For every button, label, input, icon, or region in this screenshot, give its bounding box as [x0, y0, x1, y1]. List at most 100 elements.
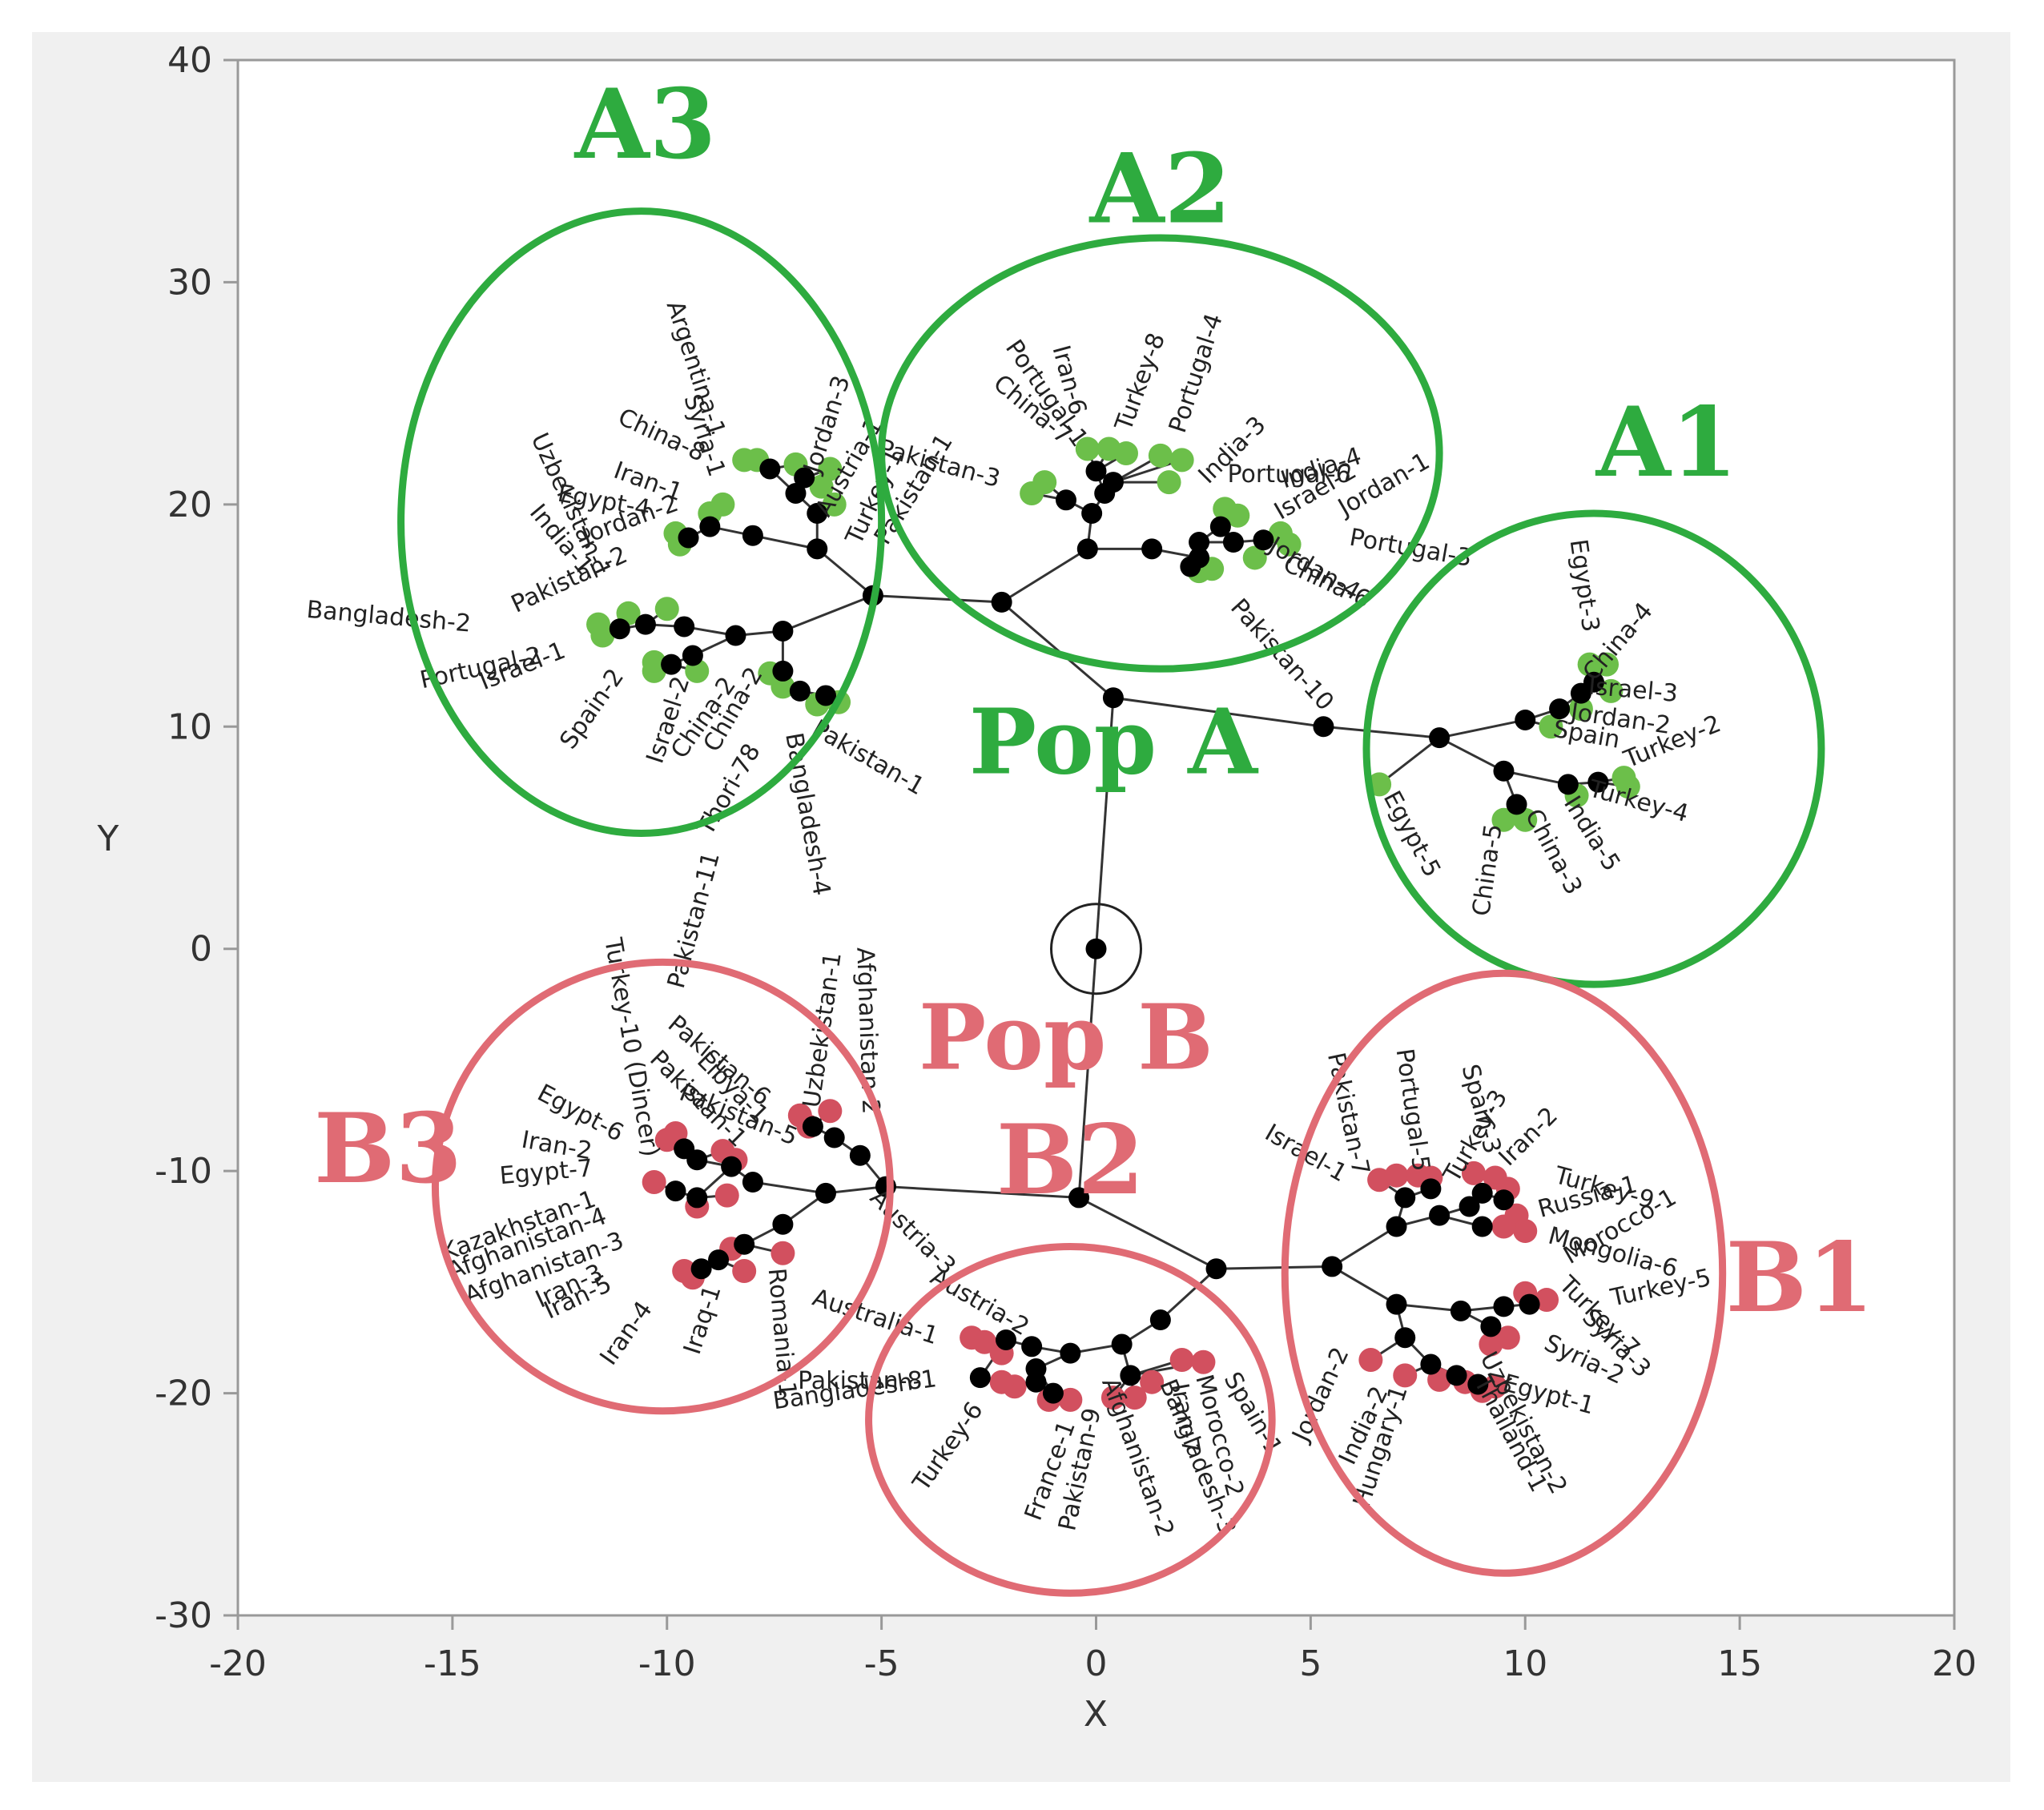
group-ellipse	[865, 1242, 1276, 1597]
tree-edge	[872, 594, 1002, 604]
internal-node	[1471, 1216, 1493, 1237]
leaf-point	[1479, 1332, 1503, 1357]
tree-edge	[1078, 1197, 1217, 1270]
internal-node	[674, 616, 695, 638]
tree-edge	[1438, 718, 1526, 739]
leaf-point	[1225, 503, 1250, 528]
internal-node	[815, 1182, 836, 1204]
internal-nodes	[609, 458, 1609, 1404]
internal-node	[1189, 532, 1210, 553]
leaf-point	[771, 1241, 795, 1265]
group-ellipse	[397, 207, 886, 837]
internal-node	[849, 1144, 871, 1166]
internal-node	[1587, 771, 1609, 793]
leaf-point	[1100, 1386, 1125, 1410]
internal-node	[1471, 1182, 1493, 1204]
leaf-point	[1242, 545, 1267, 570]
group-ellipse	[431, 958, 894, 1415]
internal-node	[1394, 1327, 1416, 1349]
internal-node	[991, 591, 1012, 613]
internal-node	[665, 1181, 686, 1202]
internal-node	[1253, 529, 1274, 551]
leaf-point	[1148, 443, 1173, 468]
leaf-point	[822, 492, 847, 517]
y-tick-label: -30	[155, 1595, 212, 1636]
leaf-label: Portugal-6	[1228, 461, 1351, 489]
internal-node	[1102, 472, 1124, 493]
root-marker	[1050, 903, 1142, 996]
x-tick-label: -20	[209, 1643, 267, 1684]
internal-node	[721, 1156, 742, 1177]
x-tick-label: -5	[864, 1643, 899, 1684]
internal-node	[690, 1258, 712, 1280]
x-tick-label: 15	[1717, 1643, 1762, 1684]
internal-node	[1021, 1336, 1043, 1358]
x-tick-label: -10	[638, 1643, 696, 1684]
internal-node	[1085, 461, 1107, 482]
tree-edge	[1077, 948, 1097, 1198]
internal-node	[1102, 687, 1124, 709]
leaf-point	[1032, 470, 1057, 495]
y-axis-title: Y	[97, 819, 119, 859]
group-label: A1	[1595, 386, 1738, 499]
leaf-point	[1491, 807, 1516, 832]
internal-node	[1394, 1187, 1416, 1209]
leaf-point	[1122, 1386, 1147, 1410]
leaf-edge	[1113, 458, 1183, 484]
leaf-point	[989, 1370, 1014, 1394]
x-tick-label: 10	[1503, 1643, 1547, 1684]
internal-node	[802, 1116, 823, 1137]
internal-node	[1519, 1293, 1540, 1315]
internal-node	[1068, 1187, 1090, 1209]
y-tick-label: 40	[167, 40, 212, 81]
internal-node	[1450, 1300, 1471, 1321]
internal-node	[1549, 698, 1571, 720]
leaf-point	[1114, 441, 1139, 466]
internal-node	[725, 625, 746, 646]
internal-node	[678, 527, 699, 549]
internal-node	[734, 1233, 755, 1255]
internal-node	[807, 538, 828, 560]
tree-edge	[1331, 1225, 1398, 1268]
tree-edge	[1095, 698, 1115, 949]
group-label: B2	[996, 1104, 1145, 1217]
group-label: B1	[1726, 1221, 1874, 1334]
leaf-point	[1513, 1219, 1538, 1244]
internal-node	[772, 620, 794, 642]
population-label: Pop A	[969, 690, 1259, 795]
internal-node	[785, 482, 807, 504]
leaf-point	[1277, 532, 1302, 557]
internal-node	[1467, 1374, 1489, 1395]
leaf-point	[809, 474, 834, 499]
internal-node	[1322, 1256, 1343, 1277]
internal-node	[1386, 1216, 1407, 1237]
internal-node	[1429, 1205, 1451, 1226]
y-tick-label: 20	[167, 485, 212, 525]
x-tick-label: -15	[424, 1643, 481, 1684]
tree-edge	[752, 534, 818, 550]
internal-node	[807, 502, 828, 524]
internal-node	[1506, 794, 1527, 815]
internal-node	[1493, 1296, 1515, 1317]
leaf-point	[960, 1325, 984, 1350]
group-ellipse	[1281, 969, 1727, 1577]
tree-edge	[782, 594, 874, 633]
x-axis-ticks: -20 -15 -10 -5 0 5 10 15 20	[209, 1615, 1977, 1684]
group-ellipse	[1362, 509, 1825, 988]
tree-edge	[885, 1185, 1080, 1199]
group-label: B3	[314, 1092, 462, 1205]
leaf-point	[642, 1170, 666, 1195]
internal-node	[1060, 1342, 1081, 1364]
leaf-point	[1595, 652, 1620, 677]
tree-edge	[816, 548, 874, 597]
tree-edge	[1323, 725, 1440, 739]
population-label: Pop B	[919, 986, 1213, 1091]
internal-node	[772, 1213, 794, 1235]
leaf-label: Pakistan-8	[798, 1367, 923, 1395]
leaf-point	[1169, 448, 1194, 473]
internal-node	[1480, 1316, 1502, 1337]
internal-node	[1111, 1333, 1133, 1355]
x-axis-title: X	[1084, 1694, 1108, 1735]
leaf-point	[818, 1099, 843, 1124]
